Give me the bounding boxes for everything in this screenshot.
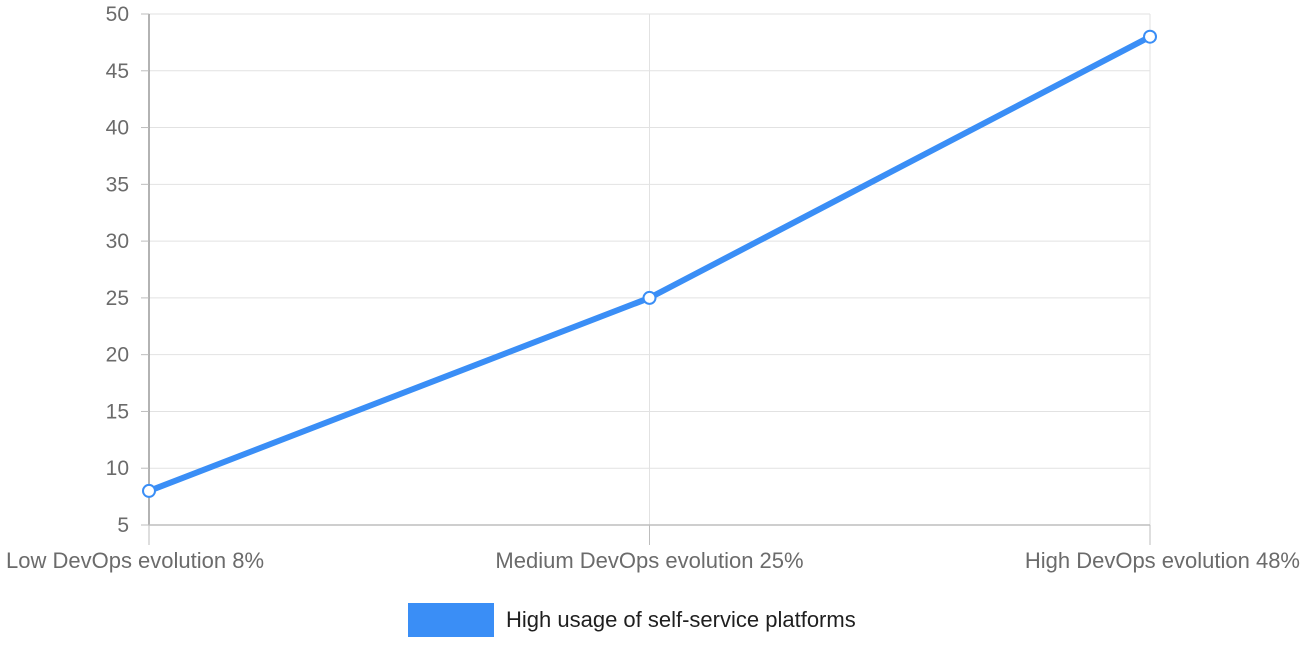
axes xyxy=(141,13,1151,545)
y-tick-label: 5 xyxy=(117,514,129,537)
data-point xyxy=(642,290,657,305)
y-tick-label: 20 xyxy=(106,344,129,367)
legend[interactable]: High usage of self-service platforms xyxy=(408,602,856,638)
x-tick-labels: Low DevOps evolution 8% Medium DevOps evo… xyxy=(6,548,1300,573)
y-tick-label: 40 xyxy=(106,117,129,140)
data-point xyxy=(142,483,156,498)
y-tick-label: 35 xyxy=(106,173,129,196)
legend-label: High usage of self-service platforms xyxy=(506,607,856,632)
x-tick-label: Low DevOps evolution 8% xyxy=(6,548,264,573)
data-point xyxy=(1143,29,1157,44)
x-gridlines xyxy=(649,14,1151,525)
series-layer xyxy=(142,29,1157,498)
y-tick-label: 50 xyxy=(106,3,129,26)
y-tick-label: 10 xyxy=(106,457,129,480)
y-tick-labels: 5 10 15 20 25 30 35 40 45 50 xyxy=(106,3,129,537)
y-tick-label: 25 xyxy=(106,287,129,310)
y-tick-label: 30 xyxy=(106,230,129,253)
x-tick-label: Medium DevOps evolution 25% xyxy=(495,548,803,573)
y-tick-label: 45 xyxy=(106,60,129,83)
x-tick-label: High DevOps evolution 48% xyxy=(1025,548,1300,573)
y-tick-label: 15 xyxy=(106,400,129,423)
legend-swatch xyxy=(408,603,494,637)
